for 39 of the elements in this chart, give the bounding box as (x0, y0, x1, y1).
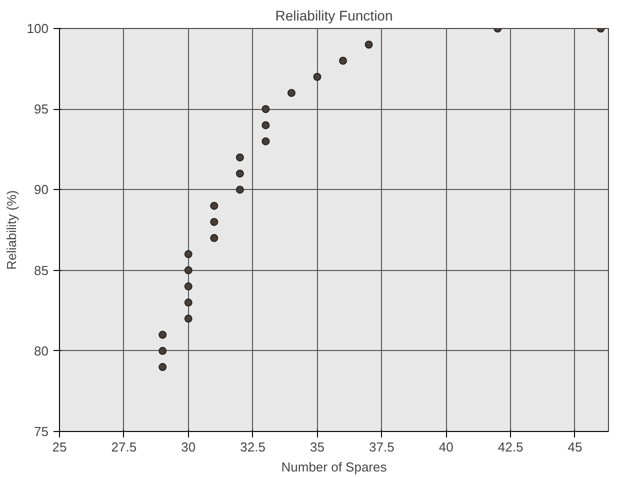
x-tick-label: 32.5 (240, 440, 266, 454)
point (210, 218, 218, 226)
x-tick-label: 27.5 (111, 440, 137, 454)
y-tick-label: 100 (26, 21, 49, 36)
point (184, 266, 192, 274)
point (262, 121, 270, 130)
point (313, 72, 322, 81)
x-tick-label: 25 (52, 440, 67, 454)
point (158, 363, 167, 372)
y-tick-label: 75 (34, 424, 49, 439)
point (184, 314, 192, 323)
y-tick-label: 90 (34, 182, 49, 198)
point (339, 56, 348, 65)
point (364, 40, 373, 49)
point (262, 105, 270, 114)
point (236, 170, 244, 178)
x-tick-label: 42.5 (498, 440, 524, 454)
point (287, 88, 296, 97)
point (158, 346, 167, 355)
point (184, 282, 192, 290)
x-tick-label: 37.5 (369, 440, 394, 454)
x-axis-title: Number of Spares (281, 460, 388, 474)
chart-title: Reliability Function (275, 8, 393, 24)
point (184, 250, 192, 258)
y-axis-title: Reliability (%) (4, 190, 19, 270)
point (210, 202, 218, 210)
x-tick-label: 45 (568, 440, 582, 454)
x-tick-label: 30 (181, 440, 196, 454)
point (210, 234, 218, 242)
y-tick-label: 85 (34, 262, 49, 278)
x-tick-label: 40 (438, 440, 454, 454)
point (236, 186, 244, 194)
x-tick-label: 35 (310, 440, 324, 454)
point (236, 153, 244, 162)
point (262, 137, 270, 146)
point (184, 298, 192, 307)
point (158, 330, 167, 339)
y-tick-label: 95 (34, 102, 49, 117)
y-tick-label: 80 (34, 343, 49, 358)
